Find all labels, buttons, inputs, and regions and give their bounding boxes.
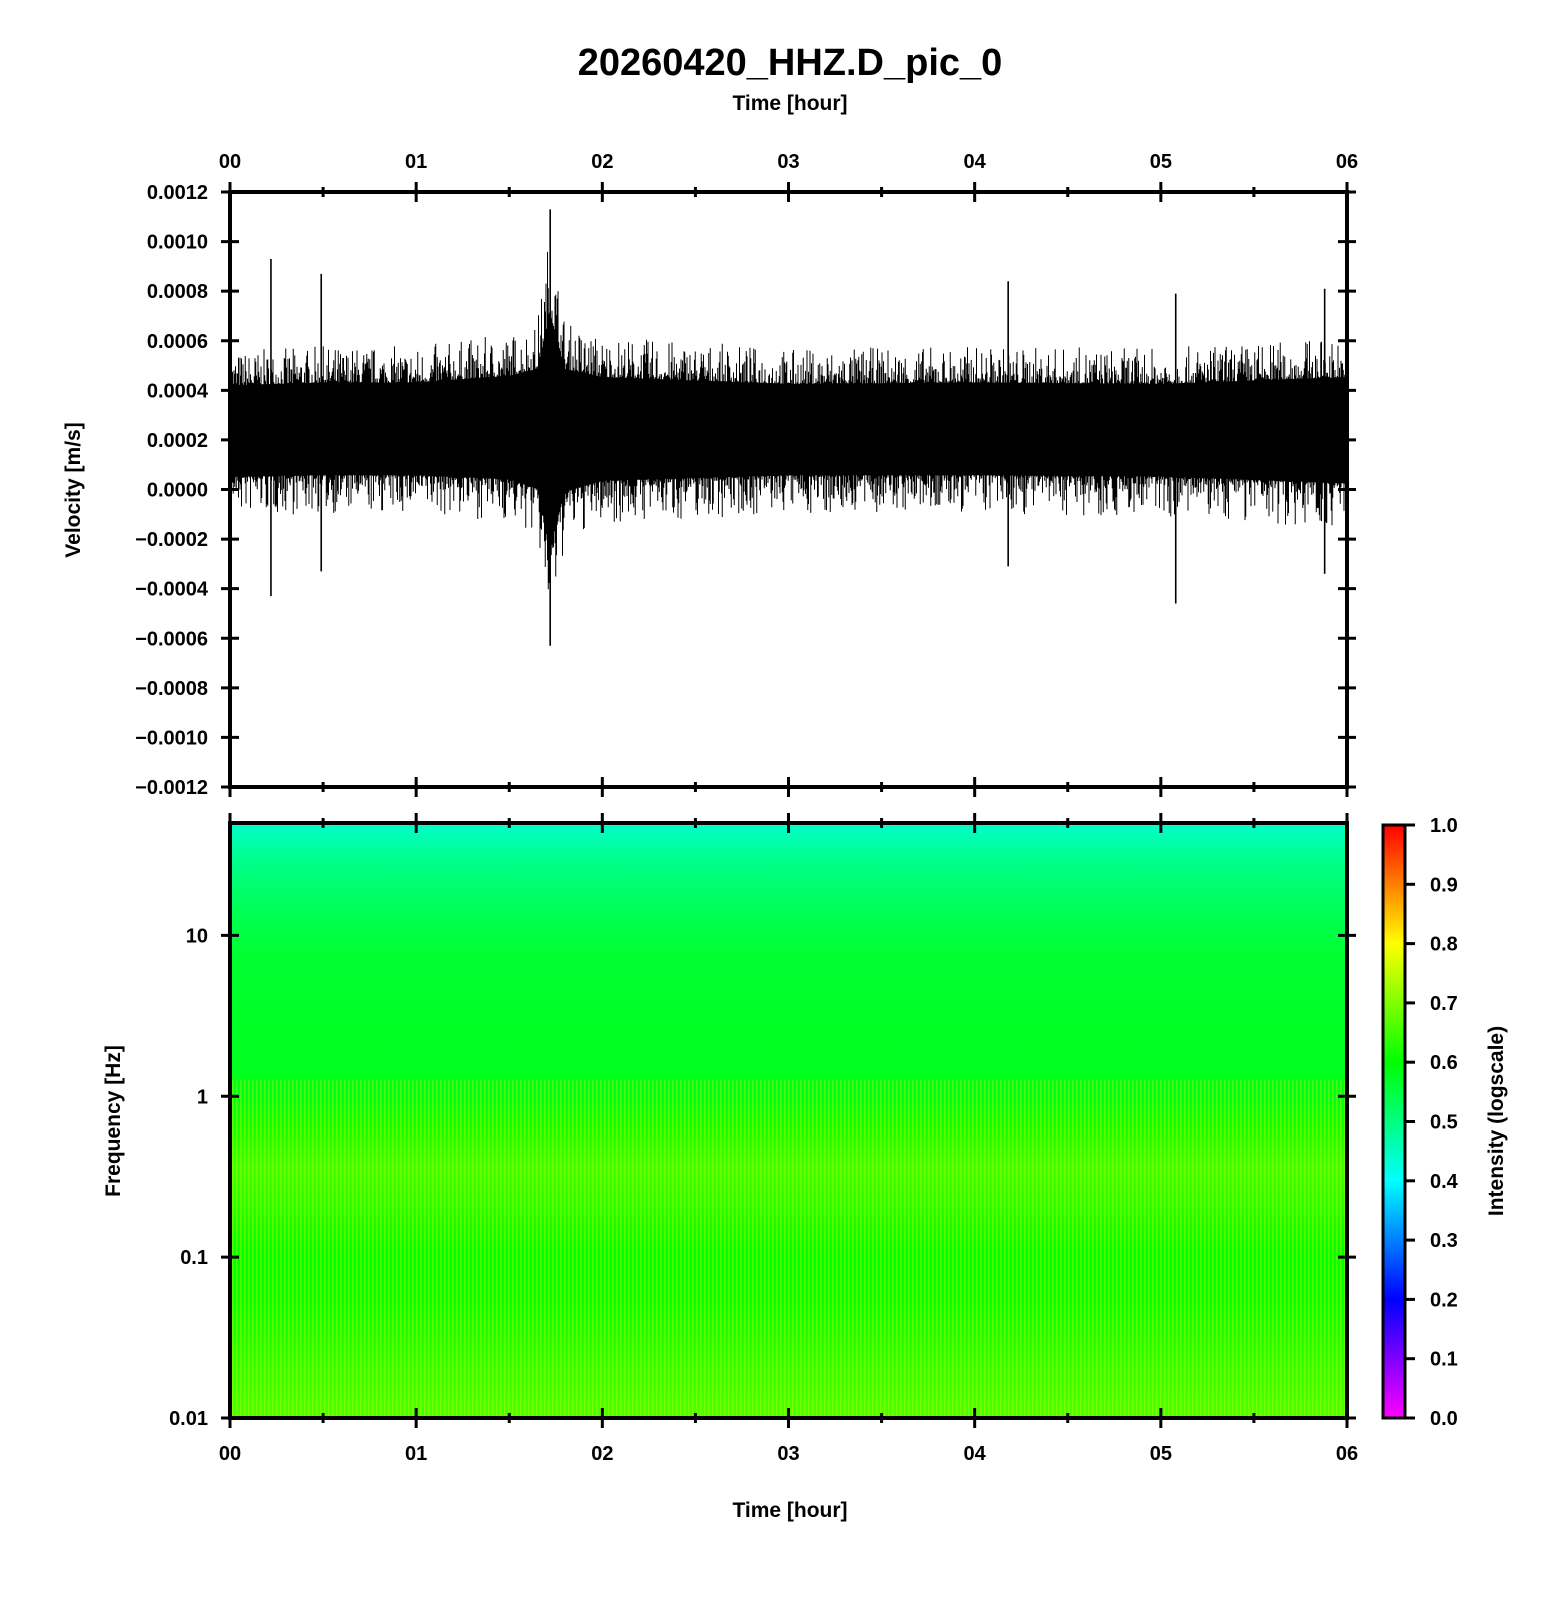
waveform-panel: 00 01 02 03 04 05 06 0.0012 0.0010 0.0008 0.0006 0.…: [62, 151, 1358, 799]
y-axis-label-velocity: Velocity [m/s]: [62, 422, 85, 557]
y-tick-label: 0.0010: [147, 232, 208, 254]
colorbar-tick-label: 0.7: [1430, 993, 1458, 1015]
colorbar-tick-label: 0.6: [1430, 1052, 1458, 1074]
x-tick-label: 05: [1150, 1443, 1172, 1465]
y-tick-label: 0.0002: [147, 430, 208, 452]
top-x-tick-label: 00: [219, 151, 241, 173]
colorbar: 1.0 0.9 0.8 0.7 0.6 0.5 0.4 0.3 0.2 0.1 0.0 Intens…: [1381, 815, 1508, 1430]
x-tick-label: 00: [219, 1443, 241, 1465]
colorbar-tick-label: 1.0: [1430, 815, 1458, 837]
x-tick-label: 03: [777, 1443, 799, 1465]
y-tick-label: 0.0004: [147, 380, 209, 402]
y-tick-label: 0.0012: [147, 182, 208, 204]
top-x-tick-label: 02: [591, 151, 613, 173]
top-x-tick-label: 01: [405, 151, 427, 173]
y-tick-label: 0.0008: [147, 281, 208, 303]
colorbar-tick-label: 0.0: [1430, 1408, 1458, 1430]
colorbar-tick-label: 0.2: [1430, 1289, 1458, 1311]
colorbar-tick-label: 0.3: [1430, 1230, 1458, 1252]
colorbar-ticks: 1.0 0.9 0.8 0.7 0.6 0.5 0.4 0.3 0.2 0.1 0.0: [1405, 815, 1459, 1430]
spectrogram-texture: [230, 1080, 1347, 1418]
y-tick-label: 1: [197, 1086, 208, 1108]
spectrogram-ticks: 00 01 02 03 04 05 06 10 1 0.1 0.01: [169, 813, 1358, 1465]
y-tick-label: 0.1: [180, 1247, 208, 1269]
y-tick-label: 10: [186, 925, 208, 947]
colorbar-tick-label: 0.4: [1430, 1171, 1459, 1193]
colorbar-tick-label: 0.1: [1430, 1349, 1458, 1371]
y-tick-label: −0.0002: [135, 529, 208, 551]
top-x-tick-label: 05: [1150, 151, 1172, 173]
top-x-tick-label: 06: [1336, 151, 1358, 173]
colorbar-tick-label: 0.9: [1430, 874, 1458, 896]
y-tick-label: −0.0006: [135, 628, 208, 650]
y-tick-label: −0.0008: [135, 678, 208, 700]
y-tick-label: −0.0010: [135, 727, 208, 749]
waveform-background: [230, 192, 1347, 787]
y-tick-label: 0.01: [169, 1408, 208, 1430]
top-x-tick-label: 03: [777, 151, 799, 173]
colorbar-label: Intensity (logscale): [1485, 1026, 1508, 1216]
waveform-marks: [230, 209, 1346, 646]
x-tick-label: 06: [1336, 1443, 1358, 1465]
colorbar-gradient: [1381, 823, 1407, 1420]
top-x-axis-label: Time [hour]: [732, 92, 847, 115]
colorbar-tick-label: 0.8: [1430, 934, 1458, 956]
x-tick-label: 02: [591, 1443, 613, 1465]
x-tick-label: 01: [405, 1443, 427, 1465]
y-tick-label: 0.0006: [147, 331, 208, 353]
chart-title: 20260420_HHZ.D_pic_0: [578, 42, 1003, 84]
x-tick-label: 04: [964, 1443, 987, 1465]
x-axis-label-time: Time [hour]: [732, 1499, 847, 1522]
top-x-tick-label: 04: [964, 151, 987, 173]
colorbar-tick-label: 0.5: [1430, 1112, 1458, 1134]
y-axis-label-frequency: Frequency [Hz]: [102, 1045, 125, 1197]
y-tick-label: 0.0000: [147, 480, 208, 502]
waveform-ticks: 00 01 02 03 04 05 06 0.0012 0.0010 0.0008 0.0006 0.…: [135, 151, 1358, 799]
y-tick-label: −0.0004: [135, 579, 209, 601]
y-tick-label: −0.0012: [135, 777, 208, 799]
